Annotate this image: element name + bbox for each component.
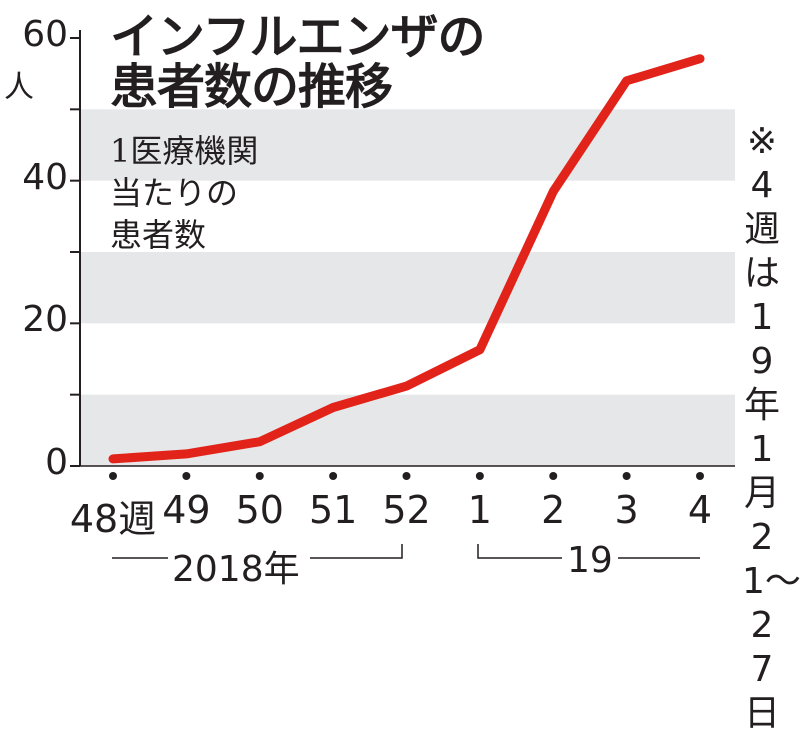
subtitle-line-3: 患者数 xyxy=(110,216,207,254)
chart-subtitle: 1医療機関 当たりの 患者数 xyxy=(110,130,258,256)
x-tick-dot xyxy=(696,472,704,480)
chart-canvas xyxy=(70,30,735,559)
year-label-2018: 2018年 xyxy=(172,549,300,590)
y-tick-label: 60 xyxy=(22,14,68,55)
x-tick-dot xyxy=(549,472,558,480)
x-tick-dot xyxy=(475,472,484,480)
x-tick-label: 51 xyxy=(308,488,358,532)
x-tick-label: 50 xyxy=(235,488,284,532)
x-tick-dot xyxy=(402,472,411,480)
title-line-2: 患者数の推移 xyxy=(110,59,393,115)
chart-title: インフルエンザの 患者数の推移 xyxy=(110,9,486,115)
x-tick-dot xyxy=(255,472,264,480)
x-tick-label: 4 xyxy=(687,488,713,532)
series-line-patients xyxy=(108,54,705,464)
title-line-1: インフルエンザの xyxy=(110,9,486,65)
grid-band xyxy=(80,252,735,324)
year-label-2019: 19 xyxy=(567,540,613,581)
y-tick-label: 20 xyxy=(22,299,68,341)
x-tick-dot xyxy=(109,472,117,480)
year-bracket-2019-left xyxy=(477,544,562,559)
subtitle-line-2: 当たりの xyxy=(110,174,239,212)
y-tick-label: 0 xyxy=(45,442,68,483)
y-axis-unit: 人 xyxy=(4,70,34,105)
x-tick-dot xyxy=(329,472,338,480)
grid-band xyxy=(80,109,735,181)
x-tick-label: 3 xyxy=(614,488,639,532)
x-tick-label: 49 xyxy=(162,488,211,532)
x-tick-label: 2 xyxy=(541,488,566,532)
subtitle-line-1: 1医療機関 xyxy=(110,132,259,170)
x-tick-label: 48週 xyxy=(69,497,157,541)
year-bracket-2018-right xyxy=(310,544,403,559)
x-tick-label: 1 xyxy=(467,488,492,532)
y-tick-label: 40 xyxy=(22,156,68,198)
x-tick-dot xyxy=(622,472,631,480)
footnote: ※4週は19年1月21〜27日 xyxy=(742,121,800,734)
x-tick-label: 52 xyxy=(382,488,431,532)
x-tick-dot xyxy=(182,472,191,480)
